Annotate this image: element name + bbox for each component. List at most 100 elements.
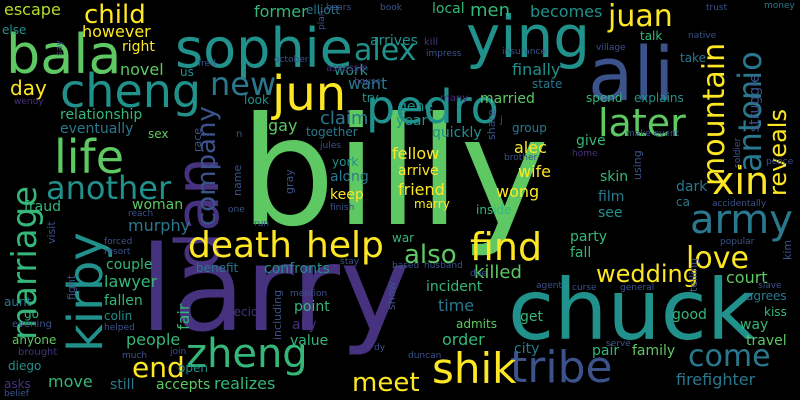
word-travel: travel — [746, 333, 787, 349]
word-incident: incident — [426, 279, 483, 295]
word-say: say — [55, 40, 65, 56]
word-kim: kim — [781, 239, 794, 260]
word-bala: bala — [6, 23, 122, 86]
word-want: want — [348, 74, 388, 93]
word-n: n — [236, 129, 243, 140]
word-fair: fair — [174, 303, 193, 330]
word-fallen: fallen — [104, 293, 143, 309]
word-trust: trust — [706, 3, 728, 13]
word-marry: marry — [414, 197, 450, 211]
word-dy: dy — [374, 343, 386, 353]
word-accidentally: accidentally — [712, 199, 767, 209]
word-quickly: quickly — [432, 125, 482, 141]
word-order: order — [442, 330, 485, 349]
word-finally: finally — [512, 60, 561, 79]
word-ca: ca — [676, 195, 690, 209]
word-gray: gray — [283, 169, 296, 194]
word-party: party — [570, 229, 607, 245]
word-dark: dark — [676, 179, 708, 195]
word-sex: sex — [148, 127, 169, 141]
word-becomes: becomes — [530, 2, 603, 21]
word-stay: stay — [340, 257, 360, 267]
word-murphy: murphy — [128, 216, 191, 235]
word-local: local — [432, 1, 465, 17]
word-book: book — [380, 3, 402, 13]
word-work: work — [334, 63, 368, 79]
word-find: find — [470, 225, 543, 269]
word-juan: juan — [608, 0, 673, 34]
word-confronts: confronts — [264, 261, 330, 277]
word-explains: explains — [634, 91, 684, 105]
word-native: native — [688, 31, 717, 41]
word-get: get — [520, 309, 543, 325]
word-wife: wife — [518, 162, 552, 181]
word-duncan: duncan — [408, 351, 442, 361]
word-give: give — [576, 133, 606, 149]
word-firefighter: firefighter — [676, 370, 756, 389]
word-gene: gene — [398, 99, 433, 115]
word-inside: inside — [476, 203, 512, 217]
word-look: look — [244, 93, 269, 107]
word-else: else — [2, 23, 27, 37]
word-pedro: pedro — [366, 80, 499, 134]
word-people: people — [126, 330, 181, 349]
word-value: value — [290, 333, 329, 349]
word-however: however — [82, 22, 151, 41]
word-brought: brought — [18, 347, 58, 358]
word-married: married — [480, 91, 535, 107]
word-home: home — [572, 149, 598, 159]
word-house: house — [354, 77, 382, 87]
word-plan: plan — [317, 10, 327, 30]
word-agrees: agrees — [746, 289, 787, 303]
word-slave: slave — [758, 281, 782, 291]
word-wendy: wendy — [14, 97, 44, 107]
word-jun: jun — [272, 66, 347, 122]
word-j: j — [500, 115, 503, 126]
word-alec: alec — [514, 138, 547, 157]
word-killed: killed — [474, 262, 522, 283]
word-ali: ali — [588, 32, 675, 118]
word-fellow: fellow — [392, 144, 440, 163]
word-claim: claim — [320, 108, 369, 129]
word-right: right — [122, 39, 155, 55]
word-struggle: struggle — [747, 74, 763, 132]
word-including: including — [271, 289, 284, 340]
word-relationship: relationship — [60, 107, 143, 123]
word-xin: xin — [712, 159, 770, 203]
word-help: help — [306, 225, 384, 266]
word-resort: resort — [104, 247, 131, 257]
word-ying: ying — [466, 3, 591, 71]
word-agent: agent — [536, 281, 562, 291]
word-talk: talk — [640, 29, 663, 43]
word-arrive: arrive — [398, 163, 439, 179]
word-elliott: elliott — [306, 3, 341, 17]
word-popular: popular — [720, 237, 755, 247]
word-day: day — [10, 76, 47, 100]
word-point: point — [294, 299, 330, 315]
word-group: group — [512, 121, 547, 135]
word-men: men — [470, 0, 511, 21]
word-year: year — [396, 113, 428, 129]
word-city: city — [514, 341, 540, 357]
word-move: move — [48, 372, 93, 391]
word-much: much — [122, 351, 148, 361]
word-october: october — [274, 55, 309, 65]
word-kill: kill — [424, 37, 439, 48]
word-film: film — [598, 189, 625, 205]
word-war: war — [392, 231, 415, 245]
word-life: life — [54, 130, 125, 184]
word-curse: curse — [572, 283, 597, 293]
word-kiss: kiss — [764, 305, 787, 319]
word-company: company — [192, 106, 222, 226]
word-assassin: assassin — [326, 63, 369, 74]
word-us: us — [180, 65, 194, 79]
word-diego: diego — [8, 359, 42, 373]
word-gay: gay — [268, 116, 298, 135]
word-still: still — [110, 377, 135, 393]
word-helped: helped — [104, 323, 135, 333]
word-couple: couple — [106, 257, 153, 273]
word-alex: alex — [354, 33, 417, 68]
word-join: join — [170, 347, 187, 357]
word-serve: serve — [606, 339, 631, 349]
word-billy: billy — [240, 86, 550, 260]
